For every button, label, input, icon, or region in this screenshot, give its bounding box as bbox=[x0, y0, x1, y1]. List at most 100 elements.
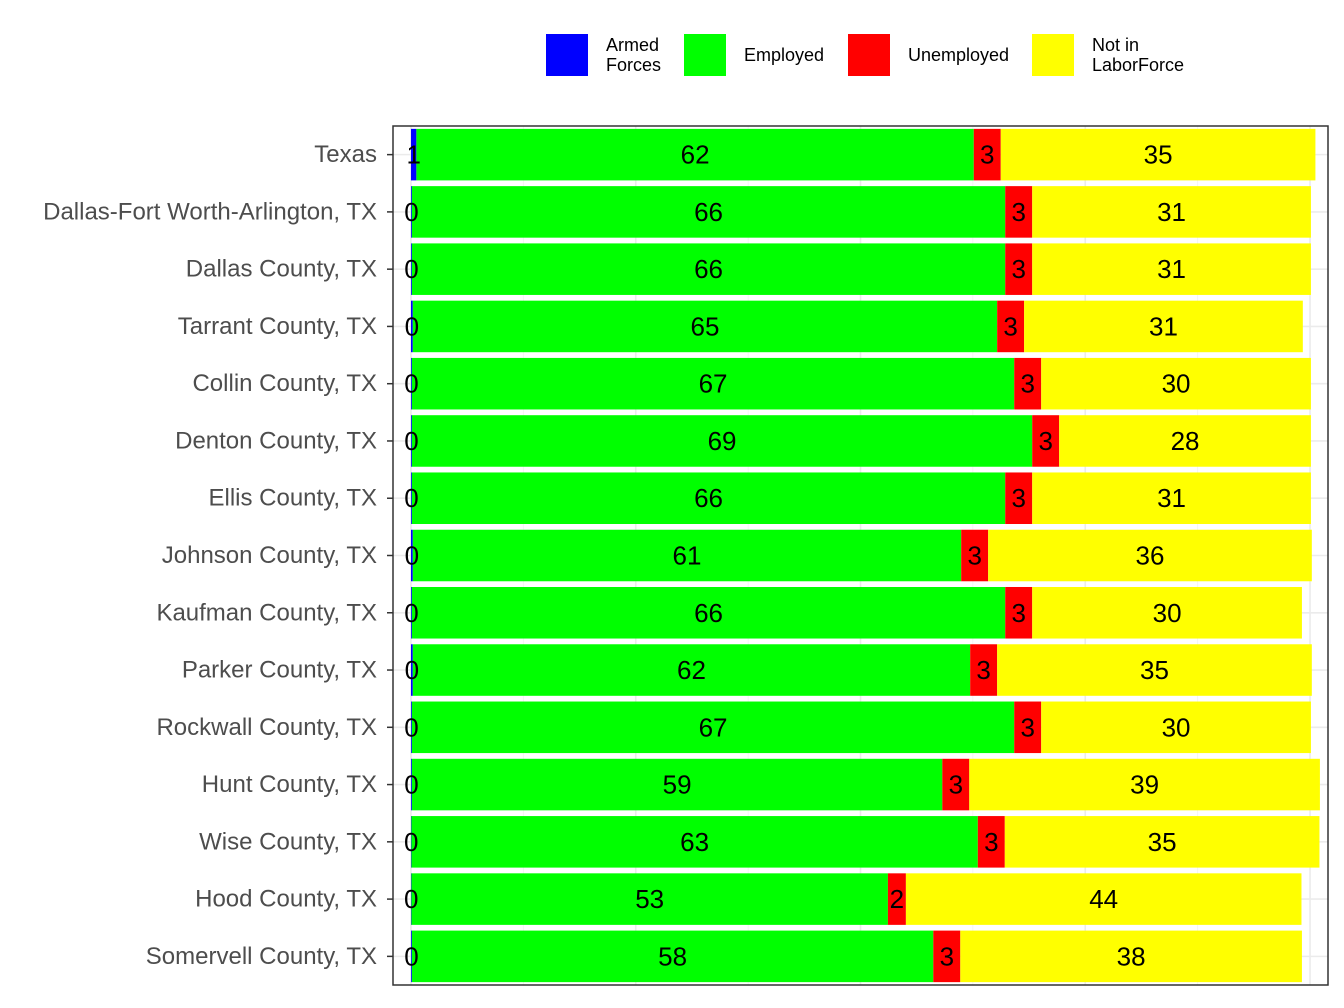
bar-armed-forces-dallas-county-tx bbox=[410, 243, 412, 295]
bar-unemployed-somervell-county-tx bbox=[933, 930, 961, 983]
bar-employed-denton-county-tx bbox=[411, 415, 1033, 467]
data-label-armed-forces-wise-county-tx: 0 bbox=[404, 827, 418, 857]
y-tick-label-wise-county-tx: Wise County, TX bbox=[199, 828, 377, 855]
data-label-employed-rockwall-county-tx: 67 bbox=[699, 712, 728, 742]
data-label-armed-forces-hood-county-tx: 0 bbox=[404, 884, 418, 914]
data-label-unemployed-johnson-county-tx: 3 bbox=[967, 541, 981, 571]
data-label-armed-forces-rockwall-county-tx: 0 bbox=[404, 712, 418, 742]
bar-employed-somervell-county-tx bbox=[411, 930, 934, 983]
data-label-armed-forces-dallas-fort-worth-arlington-tx: 0 bbox=[404, 197, 418, 227]
data-label-employed-parker-county-tx: 62 bbox=[677, 655, 706, 685]
bar-unemployed-collin-county-tx bbox=[1014, 357, 1042, 410]
bar-employed-dallas-county-tx bbox=[411, 243, 1006, 295]
y-tick-label-collin-county-tx: Collin County, TX bbox=[192, 370, 377, 397]
data-label-armed-forces-kaufman-county-tx: 0 bbox=[404, 598, 418, 628]
bar-employed-johnson-county-tx bbox=[412, 529, 962, 582]
data-label-employed-wise-county-tx: 63 bbox=[680, 827, 709, 857]
data-label-armed-forces-somervell-county-tx: 0 bbox=[404, 941, 418, 971]
bar-not-in-laborforce-texas bbox=[1000, 128, 1316, 181]
bar-not-in-laborforce-ellis-county-tx bbox=[1032, 472, 1311, 525]
data-label-unemployed-tarrant-county-tx: 3 bbox=[1003, 311, 1017, 341]
data-label-employed-texas: 62 bbox=[681, 140, 710, 170]
data-label-unemployed-wise-county-tx: 3 bbox=[984, 827, 998, 857]
bar-unemployed-hood-county-tx bbox=[887, 873, 906, 925]
bar-unemployed-wise-county-tx bbox=[977, 816, 1005, 868]
bar-employed-wise-county-tx bbox=[411, 816, 978, 868]
data-label-unemployed-collin-county-tx: 3 bbox=[1020, 369, 1034, 399]
bar-not-in-laborforce-dallas-fort-worth-arlington-tx bbox=[1032, 186, 1311, 238]
plot-panel-border bbox=[392, 125, 1329, 986]
data-label-unemployed-hood-county-tx: 2 bbox=[890, 884, 904, 914]
data-label-not-in-laborforce-hood-county-tx: 44 bbox=[1089, 884, 1118, 914]
data-label-unemployed-denton-county-tx: 3 bbox=[1038, 426, 1052, 456]
data-label-not-in-laborforce-collin-county-tx: 30 bbox=[1162, 369, 1191, 399]
bar-unemployed-tarrant-county-tx bbox=[997, 300, 1025, 353]
bar-unemployed-kaufman-county-tx bbox=[1005, 586, 1033, 639]
data-label-employed-dallas-county-tx: 66 bbox=[694, 254, 723, 284]
data-label-not-in-laborforce-kaufman-county-tx: 30 bbox=[1153, 598, 1182, 628]
bar-armed-forces-collin-county-tx bbox=[410, 357, 412, 410]
y-tick-label-tarrant-county-tx: Tarrant County, TX bbox=[178, 313, 377, 340]
bar-not-in-laborforce-hunt-county-tx bbox=[969, 758, 1320, 811]
y-tick-label-texas: Texas bbox=[314, 141, 377, 168]
bar-armed-forces-parker-county-tx bbox=[410, 644, 413, 696]
legend-label-armed-forces: Armed Forces bbox=[606, 35, 661, 75]
bar-employed-tarrant-county-tx bbox=[412, 300, 998, 353]
bar-not-in-laborforce-rockwall-county-tx bbox=[1041, 701, 1311, 754]
bar-armed-forces-dallas-fort-worth-arlington-tx bbox=[410, 186, 412, 238]
data-label-employed-kaufman-county-tx: 66 bbox=[694, 598, 723, 628]
bars bbox=[410, 128, 1320, 983]
data-label-unemployed-kaufman-county-tx: 3 bbox=[1011, 598, 1025, 628]
bar-not-in-laborforce-denton-county-tx bbox=[1059, 415, 1311, 467]
data-label-not-in-laborforce-somervell-county-tx: 38 bbox=[1117, 941, 1146, 971]
bar-employed-hood-county-tx bbox=[411, 873, 888, 925]
bar-not-in-laborforce-hood-county-tx bbox=[905, 873, 1302, 925]
bar-not-in-laborforce-tarrant-county-tx bbox=[1024, 300, 1303, 353]
data-label-not-in-laborforce-texas: 35 bbox=[1144, 140, 1173, 170]
bar-employed-texas bbox=[416, 128, 974, 181]
legend-label-unemployed: Unemployed bbox=[908, 45, 1009, 65]
bar-armed-forces-ellis-county-tx bbox=[410, 472, 412, 525]
bar-employed-collin-county-tx bbox=[411, 357, 1015, 410]
data-label-employed-johnson-county-tx: 61 bbox=[673, 541, 702, 571]
data-label-employed-ellis-county-tx: 66 bbox=[694, 483, 723, 513]
bar-unemployed-dallas-fort-worth-arlington-tx bbox=[1005, 186, 1033, 238]
bar-armed-forces-tarrant-county-tx bbox=[410, 300, 413, 353]
data-label-not-in-laborforce-dallas-county-tx: 31 bbox=[1157, 254, 1186, 284]
data-label-armed-forces-dallas-county-tx: 0 bbox=[404, 254, 418, 284]
bar-armed-forces-denton-county-tx bbox=[410, 415, 412, 467]
data-label-armed-forces-denton-county-tx: 0 bbox=[404, 426, 418, 456]
legend-key-armed-forces bbox=[546, 34, 588, 76]
bar-employed-hunt-county-tx bbox=[411, 758, 943, 811]
y-tick-label-dallas-county-tx: Dallas County, TX bbox=[186, 256, 377, 283]
y-tick-label-ellis-county-tx: Ellis County, TX bbox=[208, 485, 377, 512]
data-label-armed-forces-hunt-county-tx: 0 bbox=[404, 770, 418, 800]
y-tick-label-johnson-county-tx: Johnson County, TX bbox=[162, 542, 377, 569]
data-label-armed-forces-collin-county-tx: 0 bbox=[404, 369, 418, 399]
legend-key-employed bbox=[684, 34, 726, 76]
bar-armed-forces-johnson-county-tx bbox=[410, 529, 413, 582]
data-label-not-in-laborforce-rockwall-county-tx: 30 bbox=[1162, 712, 1191, 742]
data-label-unemployed-parker-county-tx: 3 bbox=[976, 655, 990, 685]
bar-not-in-laborforce-wise-county-tx bbox=[1004, 816, 1320, 868]
bar-employed-kaufman-county-tx bbox=[411, 586, 1006, 639]
bar-employed-ellis-county-tx bbox=[411, 472, 1006, 525]
y-tick-label-parker-county-tx: Parker County, TX bbox=[182, 657, 377, 684]
data-label-not-in-laborforce-ellis-county-tx: 31 bbox=[1157, 483, 1186, 513]
bar-armed-forces-kaufman-county-tx bbox=[410, 586, 412, 639]
y-axis: Texas Dallas-Fort Worth-Arlington, TX Dall… bbox=[43, 141, 393, 970]
data-label-employed-hood-county-tx: 53 bbox=[635, 884, 664, 914]
y-tick-label-hood-county-tx: Hood County, TX bbox=[195, 886, 377, 913]
data-label-not-in-laborforce-parker-county-tx: 35 bbox=[1140, 655, 1169, 685]
data-label-armed-forces-tarrant-county-tx: 0 bbox=[405, 311, 419, 341]
data-label-armed-forces-ellis-county-tx: 0 bbox=[404, 483, 418, 513]
bar-not-in-laborforce-johnson-county-tx bbox=[988, 529, 1312, 582]
data-label-not-in-laborforce-dallas-fort-worth-arlington-tx: 31 bbox=[1157, 197, 1186, 227]
data-label-armed-forces-johnson-county-tx: 0 bbox=[405, 541, 419, 571]
data-label-not-in-laborforce-johnson-county-tx: 36 bbox=[1136, 541, 1165, 571]
data-label-not-in-laborforce-hunt-county-tx: 39 bbox=[1130, 770, 1159, 800]
bar-armed-forces-somervell-county-tx bbox=[410, 930, 412, 983]
data-label-employed-collin-county-tx: 67 bbox=[699, 369, 728, 399]
bar-unemployed-texas bbox=[973, 128, 1001, 181]
